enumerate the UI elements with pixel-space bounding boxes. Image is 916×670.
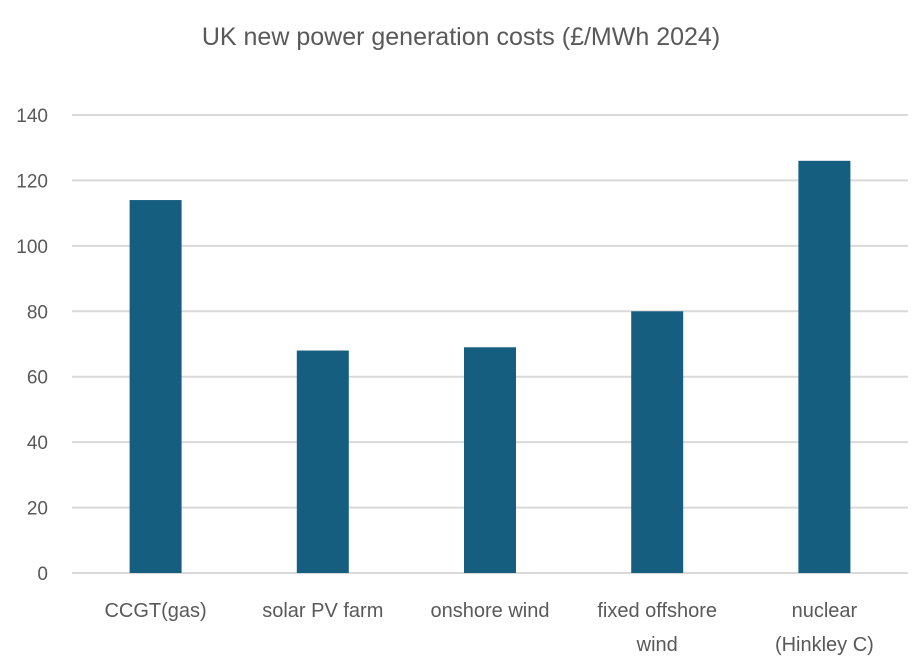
y-tick-label: 100 <box>16 237 48 258</box>
y-axis-ticks: 0 20 40 60 80 100 120 140 <box>16 106 48 585</box>
bar <box>129 200 182 574</box>
bars <box>129 160 851 574</box>
y-tick-label: 20 <box>27 499 48 520</box>
y-tick-label: 140 <box>16 106 48 127</box>
x-tick-label: solar PV farm <box>262 600 383 622</box>
y-tick-label: 0 <box>37 564 48 585</box>
x-tick-label: onshore wind <box>431 600 550 622</box>
y-tick-label: 120 <box>16 171 48 192</box>
x-tick-label: (Hinkley C) <box>775 634 874 656</box>
y-tick-label: 40 <box>27 433 48 454</box>
x-tick-label: wind <box>636 634 678 656</box>
y-tick-label: 80 <box>27 302 48 323</box>
x-tick-label: CCGT(gas) <box>104 600 206 622</box>
bar <box>296 350 349 573</box>
x-tick-label: fixed offshore <box>597 600 717 622</box>
y-tick-label: 60 <box>27 368 48 389</box>
bar <box>631 311 684 573</box>
bar <box>464 347 516 573</box>
chart-title: UK new power generation costs (£/MWh 202… <box>202 23 720 51</box>
x-axis-labels: CCGT(gas) solar PV farm onshore wind fixed … <box>104 600 873 656</box>
x-tick-label: nuclear <box>792 600 858 622</box>
bar <box>798 160 851 574</box>
